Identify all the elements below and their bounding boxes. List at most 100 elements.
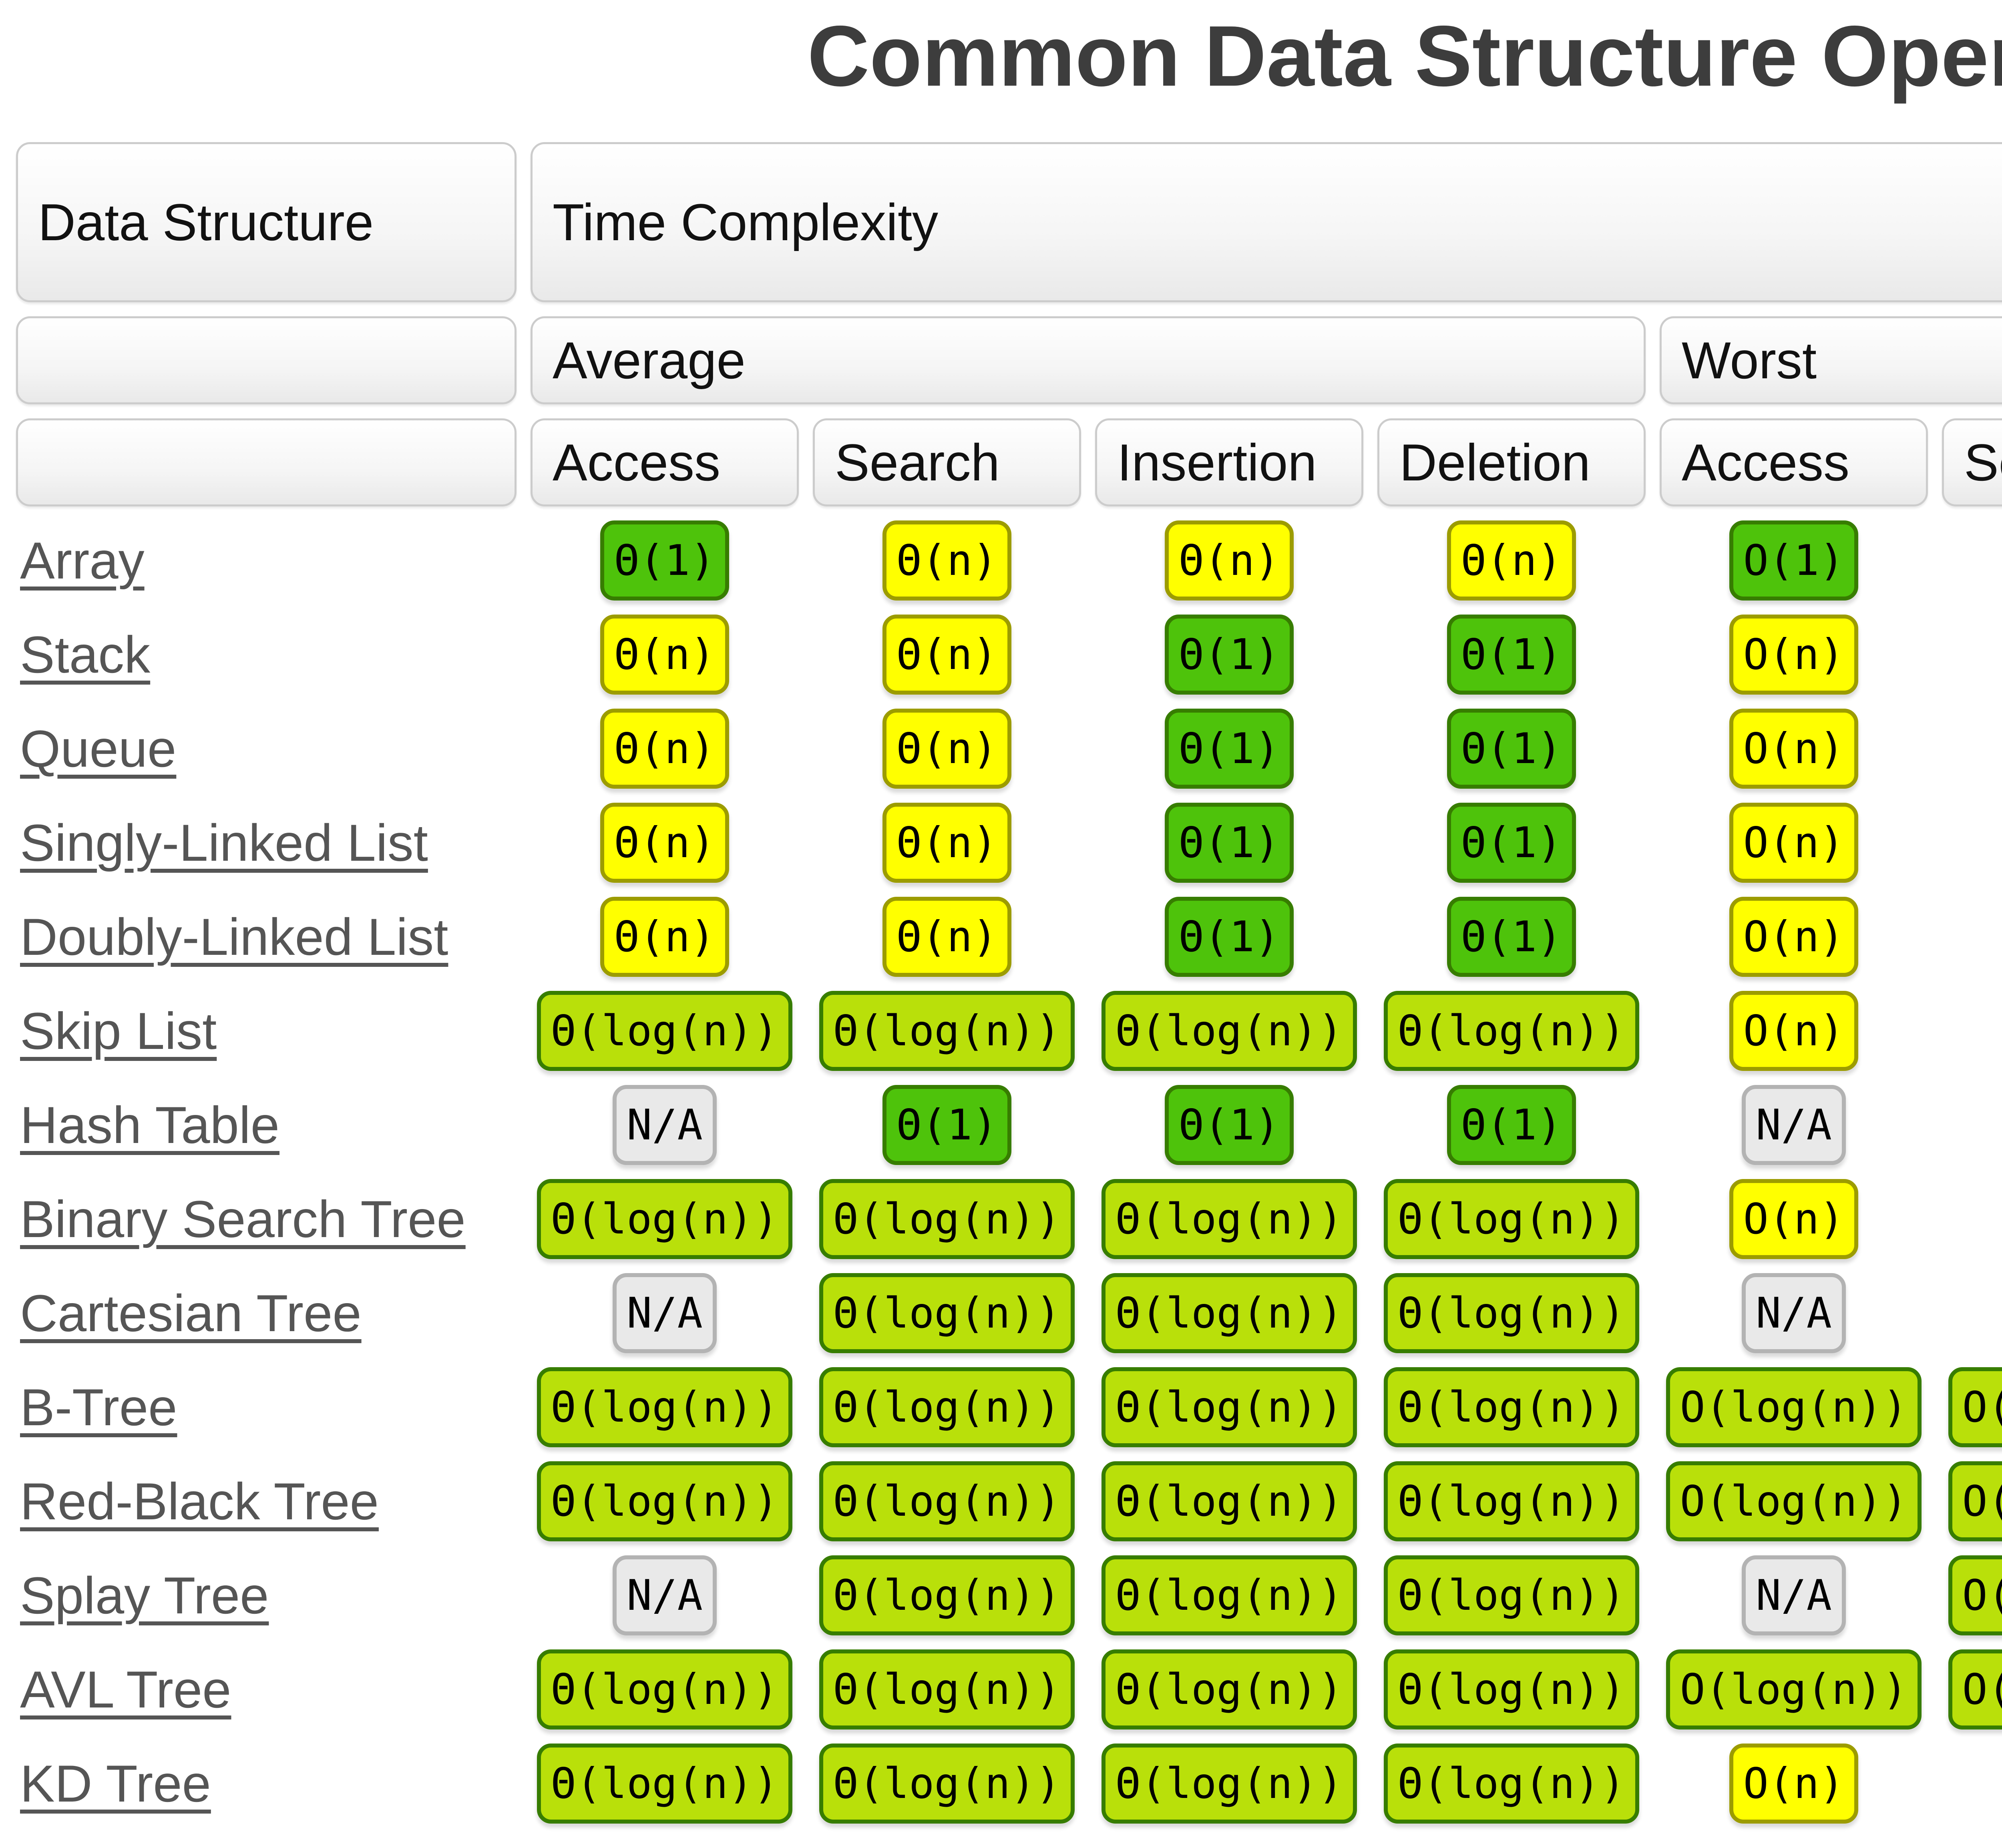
complexity-cell: O(log(n)) <box>1660 1649 1928 1729</box>
row-label-cell: AVL Tree <box>16 1649 517 1729</box>
complexity-pill: N/A <box>1742 1273 1846 1353</box>
row-label-cell: Queue <box>16 709 517 789</box>
complexity-cell: Θ(1) <box>1377 615 1646 695</box>
data-structure-link[interactable]: Queue <box>20 719 177 778</box>
complexity-cell: Θ(log(n)) <box>1095 1649 1363 1729</box>
complexity-pill: Θ(log(n)) <box>1101 1649 1357 1729</box>
table-row: Binary Search Tree Θ(log(n)) Θ(log(n)) Θ(lo… <box>16 1179 2002 1259</box>
complexity-cell: Θ(log(n)) <box>813 1273 1081 1353</box>
complexity-cell: Θ(log(n)) <box>1095 1461 1363 1541</box>
complexity-cell: Θ(n) <box>1095 520 1363 601</box>
complexity-cell: O(n) <box>1660 897 1928 977</box>
complexity-cell: O(n) <box>1942 615 2002 695</box>
complexity-cell: O(n) <box>1660 1744 1928 1824</box>
complexity-pill: Θ(log(n)) <box>819 1649 1075 1729</box>
data-structure-link[interactable]: Hash Table <box>20 1096 280 1154</box>
complexity-pill: Θ(1) <box>1164 803 1294 883</box>
row-label-cell: Skip List <box>16 991 517 1071</box>
data-structure-link[interactable]: KD Tree <box>20 1754 211 1813</box>
complexity-cell: O(log(n)) <box>1942 1555 2002 1635</box>
data-structure-link[interactable]: Doubly-Linked List <box>20 908 448 966</box>
complexity-cell: Θ(log(n)) <box>1377 1744 1646 1824</box>
complexity-cell: Θ(log(n)) <box>1095 1273 1363 1353</box>
data-structure-link[interactable]: Red-Black Tree <box>20 1472 379 1531</box>
complexity-pill: Θ(n) <box>600 615 730 695</box>
complexity-pill: Θ(n) <box>882 520 1012 601</box>
complexity-cell: O(log(n)) <box>1942 1649 2002 1729</box>
complexity-pill: Θ(log(n)) <box>1101 991 1357 1071</box>
complexity-cell: Θ(n) <box>531 615 799 695</box>
complexity-pill: O(log(n)) <box>1666 1461 1922 1541</box>
complexity-cell: Θ(1) <box>1095 1085 1363 1165</box>
page: Common Data Structure Operations Data St… <box>0 8 2002 1838</box>
table-row: Skip List Θ(log(n)) Θ(log(n)) Θ(log(n)) Θ(lo… <box>16 991 2002 1071</box>
complexity-pill: O(log(n)) <box>1948 1555 2002 1635</box>
data-structure-link[interactable]: B-Tree <box>20 1378 177 1436</box>
complexity-pill: O(n) <box>1729 709 1859 789</box>
complexity-cell: Θ(1) <box>531 520 799 601</box>
data-structure-link[interactable]: Splay Tree <box>20 1566 269 1625</box>
complexity-cell: O(n) <box>1942 991 2002 1071</box>
complexity-pill: Θ(1) <box>1164 615 1294 695</box>
row-label-cell: Hash Table <box>16 1085 517 1165</box>
row-label-cell: B-Tree <box>16 1367 517 1447</box>
row-label-cell: Singly-Linked List <box>16 803 517 883</box>
data-structure-link[interactable]: Skip List <box>20 1002 217 1060</box>
header-row-operations: Access Search Insertion Deletion Access … <box>16 418 2002 506</box>
complexity-pill: Θ(log(n)) <box>1101 1273 1357 1353</box>
complexity-cell: Θ(1) <box>1095 897 1363 977</box>
complexity-pill: Θ(log(n)) <box>819 1179 1075 1259</box>
complexity-cell: Θ(n) <box>813 709 1081 789</box>
table-row: ArrayΘ(1)Θ(n)Θ(n)Θ(n)O(1)O(n)O(n)O(n)O(n… <box>16 520 2002 601</box>
data-structure-link[interactable]: Binary Search Tree <box>20 1190 466 1248</box>
table-row: StackΘ(n)Θ(n)Θ(1)Θ(1)O(n)O(n)O(1)O(1)O(n… <box>16 615 2002 695</box>
complexity-pill: Θ(1) <box>1447 1085 1576 1165</box>
header-row-groups: Data Structure Time Complexity Space Com… <box>16 142 2002 302</box>
data-structure-link[interactable]: Array <box>20 531 145 590</box>
complexity-pill: Θ(log(n)) <box>1383 1461 1640 1541</box>
complexity-pill: O(log(n)) <box>1948 1649 2002 1729</box>
complexity-pill: Θ(log(n)) <box>1383 1273 1640 1353</box>
complexity-pill: O(n) <box>1729 1179 1859 1259</box>
complexity-cell: Θ(1) <box>1095 615 1363 695</box>
complexity-pill: Θ(log(n)) <box>1383 1367 1640 1447</box>
complexity-cell: O(n) <box>1942 897 2002 977</box>
data-structure-link[interactable]: Cartesian Tree <box>20 1284 362 1342</box>
header-time-complexity: Time Complexity <box>531 142 2002 302</box>
complexity-cell: Θ(1) <box>1095 709 1363 789</box>
complexity-cell: Θ(n) <box>813 803 1081 883</box>
complexity-cell: Θ(log(n)) <box>813 1367 1081 1447</box>
complexity-pill: Θ(log(n)) <box>1101 1179 1357 1259</box>
complexity-pill: Θ(n) <box>882 897 1012 977</box>
table-row: Red-Black Tree Θ(log(n)) Θ(log(n)) Θ(log(n)… <box>16 1461 2002 1541</box>
complexity-cell: O(n) <box>1942 1273 2002 1353</box>
data-structure-link[interactable]: Singly-Linked List <box>20 814 428 872</box>
complexity-pill: Θ(n) <box>882 709 1012 789</box>
complexity-pill: Θ(1) <box>1447 709 1576 789</box>
data-structure-link[interactable]: AVL Tree <box>20 1660 231 1719</box>
complexity-cell: O(n) <box>1942 803 2002 883</box>
complexity-cell: Θ(log(n)) <box>1095 991 1363 1071</box>
complexity-cell: Θ(1) <box>813 1085 1081 1165</box>
header-row-cases: Average Worst Worst <box>16 316 2002 404</box>
complexity-cell: Θ(log(n)) <box>531 1179 799 1259</box>
complexity-pill: Θ(log(n)) <box>1101 1461 1357 1541</box>
complexity-pill: O(n) <box>1729 897 1859 977</box>
data-structure-link[interactable]: Stack <box>20 625 151 684</box>
complexity-pill: Θ(n) <box>600 803 730 883</box>
complexity-pill: Θ(log(n)) <box>537 1744 793 1824</box>
complexity-pill: Θ(log(n)) <box>1383 1744 1640 1824</box>
table-row: Hash TableN/AΘ(1)Θ(1)Θ(1)N/AO(n)O(n)O(n)… <box>16 1085 2002 1165</box>
complexity-cell: Θ(n) <box>531 897 799 977</box>
complexity-cell: O(n) <box>1942 1744 2002 1824</box>
complexity-pill: O(log(n)) <box>1948 1367 2002 1447</box>
complexity-pill: Θ(log(n)) <box>537 991 793 1071</box>
complexity-cell: Θ(log(n)) <box>1095 1744 1363 1824</box>
complexity-cell: O(n) <box>1660 991 1928 1071</box>
row-label-cell: Splay Tree <box>16 1555 517 1635</box>
complexity-pill: O(log(n)) <box>1666 1367 1922 1447</box>
complexity-cell: O(log(n)) <box>1942 1367 2002 1447</box>
complexity-cell: N/A <box>1660 1085 1928 1165</box>
complexity-cell: Θ(log(n)) <box>813 1179 1081 1259</box>
complexity-cell: O(log(n)) <box>1660 1367 1928 1447</box>
